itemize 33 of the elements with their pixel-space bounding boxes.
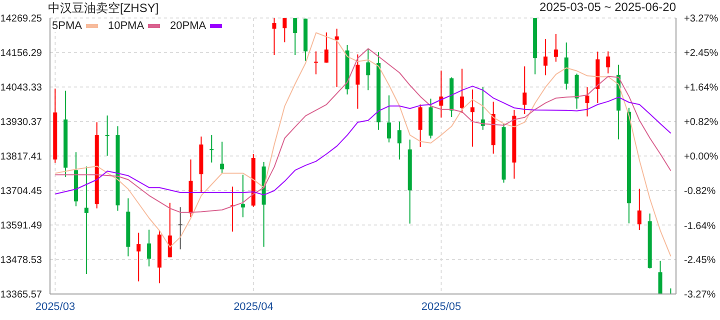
y-tick-label: 14269.25 [0, 14, 42, 25]
y-tick-label: 14043.33 [0, 82, 42, 94]
y2-tick-label: +1.64% [684, 82, 718, 94]
legend-label: 20PMA [170, 20, 206, 32]
candlestick [105, 116, 110, 156]
y2-tick-label: +2.45% [684, 48, 718, 60]
legend-label: 10PMA [108, 20, 144, 32]
candlestick [334, 28, 339, 88]
candlestick [84, 166, 88, 274]
y-tick-label: 13704.45 [0, 186, 42, 198]
legend-label: 5PMA [52, 20, 82, 32]
y-tick-label: 13817.41 [0, 152, 42, 163]
y2-tick-label: -1.64% [684, 220, 716, 232]
chart-subtitle: 2025-03-05 ~ 2025-06-20 [540, 0, 676, 14]
x-tick-label: 2025/04 [234, 300, 274, 313]
y2-tick-label: -2.45% [684, 254, 716, 266]
y2-tick-label: -3.27% [684, 290, 716, 301]
y-tick-label: 14156.29 [0, 48, 42, 60]
y-tick-label: 13478.53 [0, 255, 42, 266]
x-tick-label: 2025/03 [35, 300, 76, 313]
y2-tick-label: +3.27% [684, 14, 718, 25]
chart-title: 中汉豆油卖空[ZHSY] [48, 0, 159, 17]
y2-tick-label: -0.82% [684, 186, 716, 198]
line-series [54, 48, 672, 213]
y-tick-label: 13930.37 [0, 117, 42, 128]
y2-tick-label: +0.00% [684, 152, 718, 163]
line-series [54, 32, 672, 257]
y2-tick-label: +0.82% [684, 116, 718, 128]
y-tick-label: 13365.57 [0, 290, 42, 301]
x-tick-label: 2025/05 [421, 300, 462, 313]
y-tick-label: 13591.49 [0, 220, 42, 232]
candlestick [314, 51, 318, 74]
line-series [54, 86, 672, 196]
